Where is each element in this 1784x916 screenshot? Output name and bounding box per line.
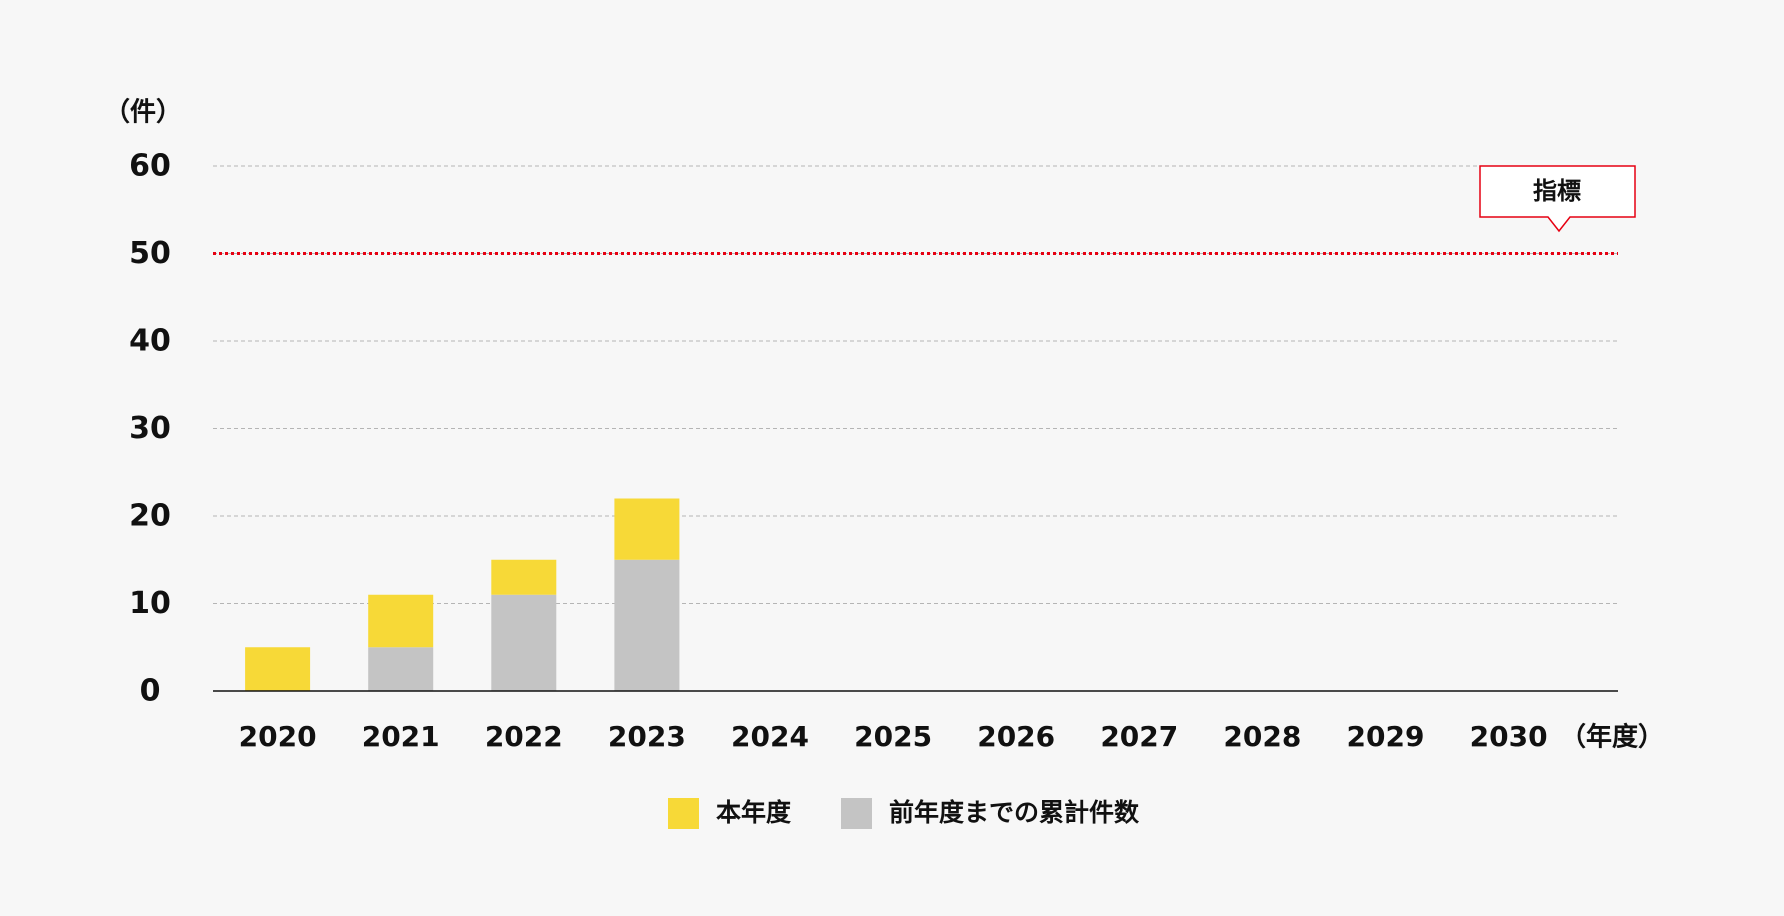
x-tick-label: 2027 — [1100, 720, 1178, 753]
y-axis-label: （件） — [104, 98, 182, 128]
x-axis-label: （年度） — [1560, 722, 1664, 753]
x-tick-label: 2020 — [239, 720, 317, 753]
x-tick-label: 2025 — [854, 720, 932, 753]
x-tick-label: 2029 — [1347, 720, 1425, 753]
x-tick-label: 2030 — [1470, 720, 1548, 753]
y-tick-label: 50 — [129, 236, 171, 271]
legend-label: 本年度 — [716, 798, 791, 827]
bar-segment — [491, 559, 557, 595]
y-tick-label: 60 — [129, 149, 171, 184]
x-tick-label: 2021 — [362, 720, 440, 753]
x-tick-label: 2023 — [608, 720, 686, 753]
bar-segment — [491, 594, 557, 691]
x-tick-label: 2024 — [731, 720, 809, 753]
y-tick-label: 20 — [129, 499, 171, 534]
y-tick-label: 0 — [140, 674, 161, 709]
legend-swatch — [841, 798, 872, 829]
y-tick-label: 30 — [129, 411, 171, 446]
x-tick-label: 2028 — [1223, 720, 1301, 753]
target-callout — [1479, 165, 1636, 233]
bar-segment — [368, 594, 434, 648]
legend-swatch — [668, 798, 699, 829]
y-tick-label: 10 — [129, 586, 171, 621]
bar-segment — [368, 647, 434, 691]
bar-segment — [614, 498, 680, 560]
y-tick-label: 40 — [129, 324, 171, 359]
bar-segment — [614, 559, 680, 691]
legend-label: 前年度までの累計件数 — [889, 798, 1140, 827]
target-label: 指標 — [1533, 177, 1581, 205]
x-tick-label: 2022 — [485, 720, 563, 753]
bar-segment — [245, 647, 311, 691]
x-tick-label: 2026 — [977, 720, 1055, 753]
